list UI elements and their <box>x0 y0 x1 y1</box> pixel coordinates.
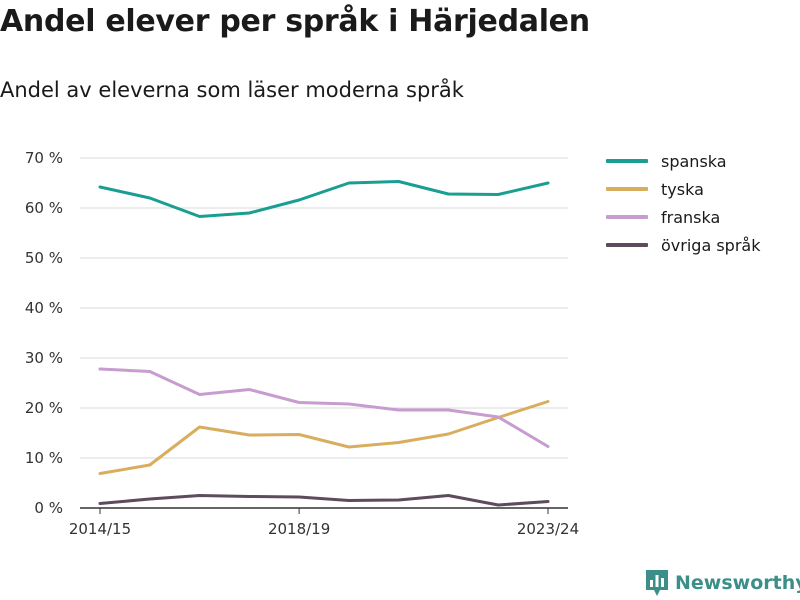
series-lines <box>98 180 550 507</box>
legend-label-ovriga: övriga språk <box>661 235 761 255</box>
series-line-spanska <box>98 180 550 218</box>
y-tick-label: 0 % <box>34 499 63 517</box>
x-axis: 2014/15 2018/19 2023/24 <box>69 507 579 538</box>
legend-item-tyska: tyska <box>606 175 760 203</box>
legend-swatch-spanska <box>606 159 648 163</box>
series-line-tyska <box>98 400 550 475</box>
chart-title: Andel elever per språk i Härjedalen <box>0 4 590 39</box>
legend-item-spanska: spanska <box>606 147 760 175</box>
chart-subtitle: Andel av eleverna som läser moderna språ… <box>0 78 464 102</box>
y-tick-label: 50 % <box>25 249 63 267</box>
legend-label-franska: franska <box>661 207 721 227</box>
legend: spanska tyska franska övriga språk <box>606 147 760 259</box>
series-line-franska <box>98 367 550 448</box>
x-tick-label: 2023/24 <box>517 520 579 538</box>
series-line-ovriga-sprak <box>98 494 550 507</box>
y-tick-label: 70 % <box>25 149 63 167</box>
y-tick-label: 20 % <box>25 399 63 417</box>
legend-item-ovriga: övriga språk <box>606 231 760 259</box>
brand-name: Newsworthy <box>675 572 800 594</box>
gridlines <box>80 157 568 459</box>
legend-label-tyska: tyska <box>661 179 704 199</box>
legend-swatch-franska <box>606 215 648 219</box>
y-tick-label: 60 % <box>25 199 63 217</box>
legend-swatch-tyska <box>606 187 648 191</box>
x-tick-label: 2018/19 <box>268 520 330 538</box>
y-axis-ticks: 0 % 10 % 20 % 30 % 40 % 50 % 60 % 70 % <box>25 149 63 517</box>
y-tick-label: 40 % <box>25 299 63 317</box>
legend-label-spanska: spanska <box>661 151 727 171</box>
x-tick-label: 2014/15 <box>69 520 131 538</box>
y-tick-label: 30 % <box>25 349 63 367</box>
legend-item-franska: franska <box>606 203 760 231</box>
y-tick-label: 10 % <box>25 449 63 467</box>
legend-swatch-ovriga <box>606 243 648 247</box>
brand-logo[interactable]: Newsworthy <box>644 568 800 598</box>
bar-chart-logo-icon <box>646 570 668 596</box>
